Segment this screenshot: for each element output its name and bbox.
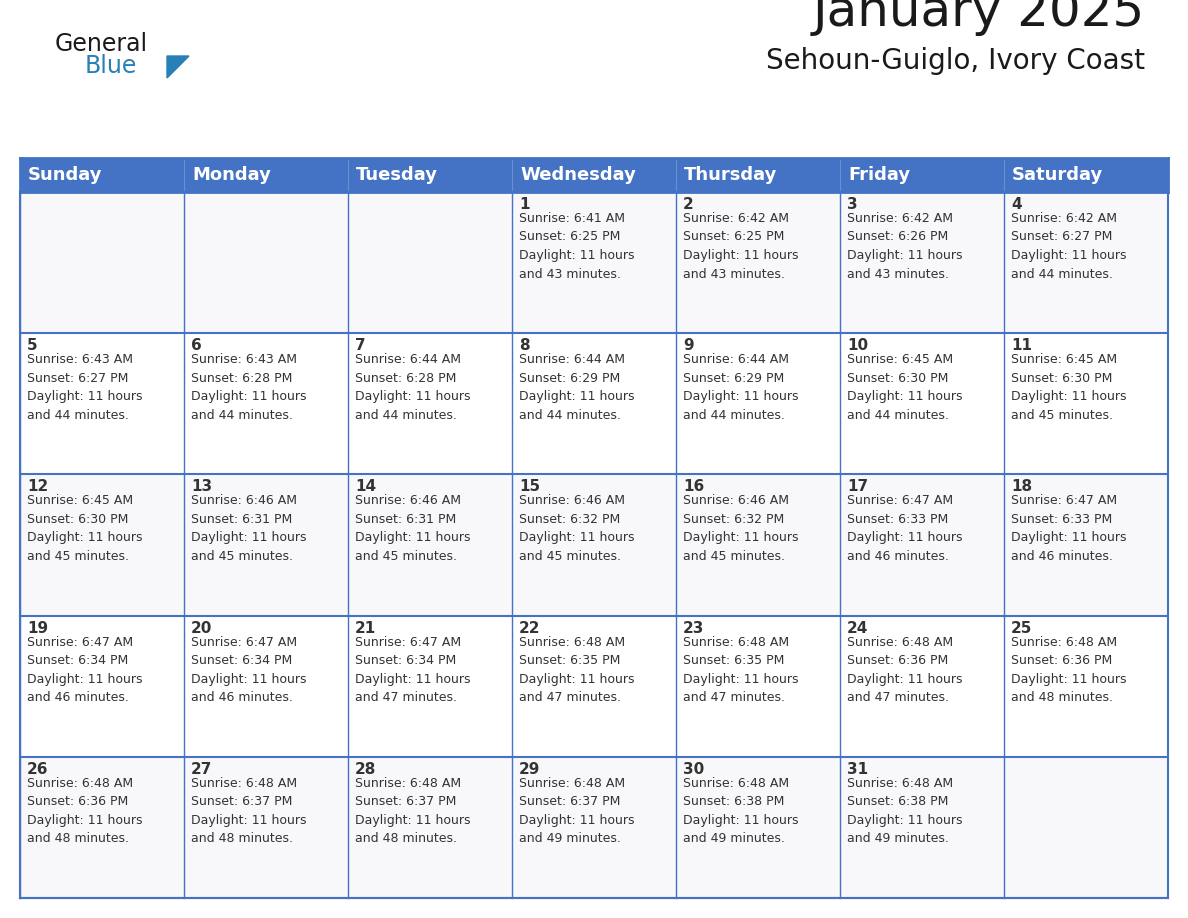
- Text: 6: 6: [191, 338, 202, 353]
- Text: 13: 13: [191, 479, 213, 495]
- Text: Sunrise: 6:44 AM
Sunset: 6:29 PM
Daylight: 11 hours
and 44 minutes.: Sunrise: 6:44 AM Sunset: 6:29 PM Dayligh…: [519, 353, 634, 421]
- Text: Sunrise: 6:45 AM
Sunset: 6:30 PM
Daylight: 11 hours
and 44 minutes.: Sunrise: 6:45 AM Sunset: 6:30 PM Dayligh…: [847, 353, 962, 421]
- Text: Sunrise: 6:48 AM
Sunset: 6:38 PM
Daylight: 11 hours
and 49 minutes.: Sunrise: 6:48 AM Sunset: 6:38 PM Dayligh…: [847, 777, 962, 845]
- Text: 27: 27: [191, 762, 213, 777]
- Text: Friday: Friday: [848, 166, 910, 184]
- Text: 20: 20: [191, 621, 213, 635]
- Text: 4: 4: [1011, 197, 1022, 212]
- Text: Sunrise: 6:48 AM
Sunset: 6:37 PM
Daylight: 11 hours
and 49 minutes.: Sunrise: 6:48 AM Sunset: 6:37 PM Dayligh…: [519, 777, 634, 845]
- Text: 17: 17: [847, 479, 868, 495]
- Text: Sunrise: 6:43 AM
Sunset: 6:28 PM
Daylight: 11 hours
and 44 minutes.: Sunrise: 6:43 AM Sunset: 6:28 PM Dayligh…: [191, 353, 307, 421]
- Bar: [20, 756, 1168, 898]
- Text: 23: 23: [683, 621, 704, 635]
- Text: 22: 22: [519, 621, 541, 635]
- Text: Sunrise: 6:47 AM
Sunset: 6:34 PM
Daylight: 11 hours
and 46 minutes.: Sunrise: 6:47 AM Sunset: 6:34 PM Dayligh…: [191, 635, 307, 704]
- Text: Sunrise: 6:48 AM
Sunset: 6:36 PM
Daylight: 11 hours
and 48 minutes.: Sunrise: 6:48 AM Sunset: 6:36 PM Dayligh…: [27, 777, 143, 845]
- Text: Sunrise: 6:48 AM
Sunset: 6:36 PM
Daylight: 11 hours
and 47 minutes.: Sunrise: 6:48 AM Sunset: 6:36 PM Dayligh…: [847, 635, 962, 704]
- Text: 3: 3: [847, 197, 858, 212]
- Text: 12: 12: [27, 479, 49, 495]
- Text: Thursday: Thursday: [684, 166, 777, 184]
- Text: 15: 15: [519, 479, 541, 495]
- Text: Sunrise: 6:44 AM
Sunset: 6:28 PM
Daylight: 11 hours
and 44 minutes.: Sunrise: 6:44 AM Sunset: 6:28 PM Dayligh…: [355, 353, 470, 421]
- Text: Saturday: Saturday: [1012, 166, 1104, 184]
- Text: 25: 25: [1011, 621, 1032, 635]
- Text: 31: 31: [847, 762, 868, 777]
- Text: Sunrise: 6:47 AM
Sunset: 6:34 PM
Daylight: 11 hours
and 47 minutes.: Sunrise: 6:47 AM Sunset: 6:34 PM Dayligh…: [355, 635, 470, 704]
- Text: Blue: Blue: [86, 54, 138, 78]
- Text: 26: 26: [27, 762, 49, 777]
- Text: Tuesday: Tuesday: [356, 166, 438, 184]
- Text: 11: 11: [1011, 338, 1032, 353]
- Text: 5: 5: [27, 338, 38, 353]
- Text: Sunrise: 6:48 AM
Sunset: 6:36 PM
Daylight: 11 hours
and 48 minutes.: Sunrise: 6:48 AM Sunset: 6:36 PM Dayligh…: [1011, 635, 1126, 704]
- Text: 2: 2: [683, 197, 694, 212]
- Text: 21: 21: [355, 621, 377, 635]
- Text: Monday: Monday: [192, 166, 271, 184]
- Text: Sunrise: 6:42 AM
Sunset: 6:26 PM
Daylight: 11 hours
and 43 minutes.: Sunrise: 6:42 AM Sunset: 6:26 PM Dayligh…: [847, 212, 962, 281]
- Bar: [20, 475, 1168, 616]
- Text: 9: 9: [683, 338, 694, 353]
- Text: Sunrise: 6:41 AM
Sunset: 6:25 PM
Daylight: 11 hours
and 43 minutes.: Sunrise: 6:41 AM Sunset: 6:25 PM Dayligh…: [519, 212, 634, 281]
- Text: 14: 14: [355, 479, 377, 495]
- Text: Sunrise: 6:47 AM
Sunset: 6:33 PM
Daylight: 11 hours
and 46 minutes.: Sunrise: 6:47 AM Sunset: 6:33 PM Dayligh…: [1011, 495, 1126, 563]
- Text: 18: 18: [1011, 479, 1032, 495]
- Text: Sunrise: 6:43 AM
Sunset: 6:27 PM
Daylight: 11 hours
and 44 minutes.: Sunrise: 6:43 AM Sunset: 6:27 PM Dayligh…: [27, 353, 143, 421]
- Text: Sunrise: 6:42 AM
Sunset: 6:27 PM
Daylight: 11 hours
and 44 minutes.: Sunrise: 6:42 AM Sunset: 6:27 PM Dayligh…: [1011, 212, 1126, 281]
- Bar: [20, 333, 1168, 475]
- Text: Sunrise: 6:44 AM
Sunset: 6:29 PM
Daylight: 11 hours
and 44 minutes.: Sunrise: 6:44 AM Sunset: 6:29 PM Dayligh…: [683, 353, 798, 421]
- Text: Sunrise: 6:46 AM
Sunset: 6:31 PM
Daylight: 11 hours
and 45 minutes.: Sunrise: 6:46 AM Sunset: 6:31 PM Dayligh…: [355, 495, 470, 563]
- Text: Sunrise: 6:48 AM
Sunset: 6:38 PM
Daylight: 11 hours
and 49 minutes.: Sunrise: 6:48 AM Sunset: 6:38 PM Dayligh…: [683, 777, 798, 845]
- Polygon shape: [168, 56, 189, 78]
- Text: Sunrise: 6:45 AM
Sunset: 6:30 PM
Daylight: 11 hours
and 45 minutes.: Sunrise: 6:45 AM Sunset: 6:30 PM Dayligh…: [1011, 353, 1126, 421]
- Text: Sunrise: 6:46 AM
Sunset: 6:32 PM
Daylight: 11 hours
and 45 minutes.: Sunrise: 6:46 AM Sunset: 6:32 PM Dayligh…: [683, 495, 798, 563]
- Text: Sunrise: 6:47 AM
Sunset: 6:33 PM
Daylight: 11 hours
and 46 minutes.: Sunrise: 6:47 AM Sunset: 6:33 PM Dayligh…: [847, 495, 962, 563]
- Text: 8: 8: [519, 338, 530, 353]
- Text: 10: 10: [847, 338, 868, 353]
- Text: 19: 19: [27, 621, 49, 635]
- Text: Sunrise: 6:46 AM
Sunset: 6:31 PM
Daylight: 11 hours
and 45 minutes.: Sunrise: 6:46 AM Sunset: 6:31 PM Dayligh…: [191, 495, 307, 563]
- Text: Sunrise: 6:48 AM
Sunset: 6:37 PM
Daylight: 11 hours
and 48 minutes.: Sunrise: 6:48 AM Sunset: 6:37 PM Dayligh…: [355, 777, 470, 845]
- Bar: [20, 192, 1168, 333]
- Text: Sunrise: 6:45 AM
Sunset: 6:30 PM
Daylight: 11 hours
and 45 minutes.: Sunrise: 6:45 AM Sunset: 6:30 PM Dayligh…: [27, 495, 143, 563]
- Text: Sunrise: 6:42 AM
Sunset: 6:25 PM
Daylight: 11 hours
and 43 minutes.: Sunrise: 6:42 AM Sunset: 6:25 PM Dayligh…: [683, 212, 798, 281]
- Text: Sunday: Sunday: [29, 166, 102, 184]
- Text: Sunrise: 6:48 AM
Sunset: 6:35 PM
Daylight: 11 hours
and 47 minutes.: Sunrise: 6:48 AM Sunset: 6:35 PM Dayligh…: [519, 635, 634, 704]
- Text: 7: 7: [355, 338, 366, 353]
- Text: Sunrise: 6:48 AM
Sunset: 6:37 PM
Daylight: 11 hours
and 48 minutes.: Sunrise: 6:48 AM Sunset: 6:37 PM Dayligh…: [191, 777, 307, 845]
- Text: General: General: [55, 32, 148, 56]
- Text: Wednesday: Wednesday: [520, 166, 636, 184]
- Text: 28: 28: [355, 762, 377, 777]
- Text: Sunrise: 6:47 AM
Sunset: 6:34 PM
Daylight: 11 hours
and 46 minutes.: Sunrise: 6:47 AM Sunset: 6:34 PM Dayligh…: [27, 635, 143, 704]
- Bar: [20, 158, 1168, 192]
- Text: 16: 16: [683, 479, 704, 495]
- Text: 1: 1: [519, 197, 530, 212]
- Text: Sunrise: 6:46 AM
Sunset: 6:32 PM
Daylight: 11 hours
and 45 minutes.: Sunrise: 6:46 AM Sunset: 6:32 PM Dayligh…: [519, 495, 634, 563]
- Bar: [20, 616, 1168, 756]
- Text: 24: 24: [847, 621, 868, 635]
- Text: Sehoun-Guiglo, Ivory Coast: Sehoun-Guiglo, Ivory Coast: [766, 47, 1145, 75]
- Text: 29: 29: [519, 762, 541, 777]
- Text: 30: 30: [683, 762, 704, 777]
- Text: January 2025: January 2025: [813, 0, 1145, 36]
- Text: Sunrise: 6:48 AM
Sunset: 6:35 PM
Daylight: 11 hours
and 47 minutes.: Sunrise: 6:48 AM Sunset: 6:35 PM Dayligh…: [683, 635, 798, 704]
